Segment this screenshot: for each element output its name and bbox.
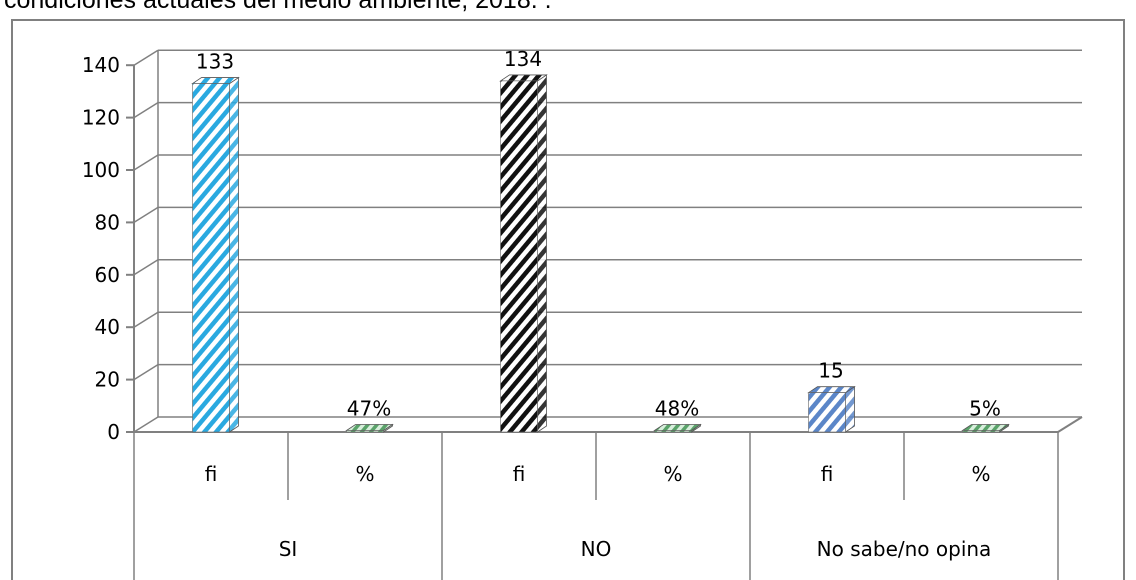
gridline-side xyxy=(133,311,159,328)
gridline-side xyxy=(133,154,159,171)
group-label: SI xyxy=(279,537,298,561)
y-tick-label: 140 xyxy=(82,53,120,77)
y-tick-label: 20 xyxy=(95,368,120,392)
bar-category-label: fi xyxy=(513,462,526,486)
bar xyxy=(500,80,538,433)
chart-frame xyxy=(11,19,1125,580)
data-label: 133 xyxy=(196,50,234,74)
data-label: 5% xyxy=(969,397,1001,421)
bar-side xyxy=(845,385,855,433)
bar-category-label: fi xyxy=(205,462,218,486)
labels: 0 20 40 60 80 100 120 140 SI fi 133% 47% NO fi 134% 48%… xyxy=(82,47,1001,561)
bar-category-label: fi xyxy=(821,462,834,486)
bar-side xyxy=(537,74,547,433)
bar-category-label: % xyxy=(663,462,682,486)
gridline-side xyxy=(133,363,159,381)
bar-side xyxy=(229,76,239,433)
y-tick-label: 60 xyxy=(95,263,120,287)
y-tick-label: 120 xyxy=(82,106,120,130)
gridline-side xyxy=(133,206,159,224)
data-label: 15 xyxy=(818,359,843,383)
bars xyxy=(191,74,1010,433)
bar xyxy=(808,392,846,433)
y-tick-label: 40 xyxy=(95,315,120,339)
gridline-side xyxy=(133,259,159,276)
floor-edge xyxy=(1057,416,1083,433)
gridline-side xyxy=(133,101,159,119)
bar xyxy=(192,83,230,433)
bar xyxy=(962,430,1000,433)
bar-category-label: % xyxy=(971,462,990,486)
bar xyxy=(654,430,692,433)
bar xyxy=(346,430,384,433)
gridlines xyxy=(133,49,1082,433)
y-tick-label: 80 xyxy=(95,210,120,234)
data-label: 47% xyxy=(347,397,391,421)
bar-category-label: % xyxy=(355,462,374,486)
y-tick-label: 0 xyxy=(107,420,120,444)
chart-caption: condiciones actuales del medio ambiente,… xyxy=(4,0,552,14)
gridline-side xyxy=(133,416,159,433)
group-label: No sabe/no opina xyxy=(817,537,992,561)
gridline-side xyxy=(133,49,159,66)
data-label: 134 xyxy=(504,47,542,71)
group-label: NO xyxy=(581,537,612,561)
data-label: 48% xyxy=(655,397,699,421)
y-tick-label: 100 xyxy=(82,158,120,182)
axes xyxy=(126,50,1083,580)
